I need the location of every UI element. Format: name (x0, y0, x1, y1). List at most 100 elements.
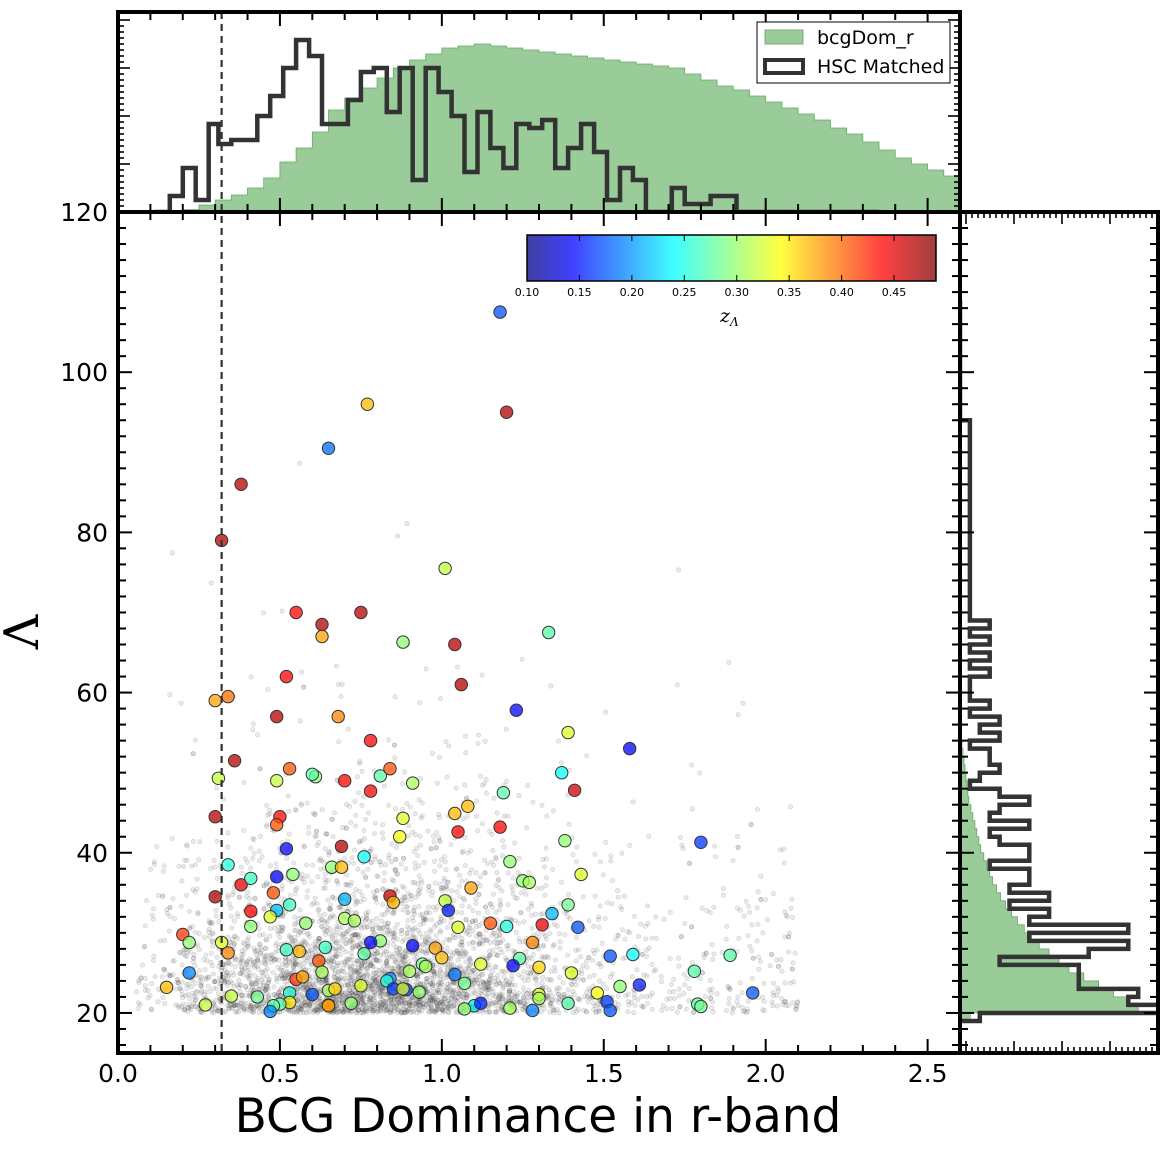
background-point (745, 933, 751, 939)
matched-point (522, 875, 536, 890)
background-point (383, 1002, 389, 1008)
colorbar: 0.10 0.15 0.20 0.25 0.30 0.35 0.40 0.45 zΛ (515, 234, 937, 329)
background-point (449, 995, 455, 1001)
background-point (539, 885, 545, 891)
background-point (344, 959, 350, 965)
background-point (489, 859, 495, 865)
background-point (333, 1007, 339, 1013)
matched-point (344, 996, 358, 1010)
background-point (604, 986, 610, 992)
background-point (285, 956, 291, 962)
background-point (222, 979, 228, 985)
background-point (457, 996, 463, 1002)
background-point (346, 981, 352, 987)
background-point (790, 1000, 796, 1006)
background-point (382, 921, 388, 927)
background-point (457, 991, 463, 997)
background-point (368, 962, 374, 968)
background-point (448, 949, 454, 955)
background-point (754, 905, 760, 911)
background-point (398, 1010, 404, 1016)
background-point (454, 889, 460, 895)
background-point (233, 954, 239, 960)
matched-point (451, 920, 465, 934)
background-point (322, 871, 328, 877)
background-point (338, 944, 344, 950)
background-point (516, 792, 522, 798)
background-point (516, 936, 522, 942)
background-point (463, 750, 469, 756)
background-point (355, 866, 361, 872)
background-point (490, 947, 496, 953)
colorbar-tick-label: 0.10 (515, 286, 540, 299)
background-point (419, 880, 425, 886)
background-point (291, 928, 297, 934)
background-point (179, 878, 185, 884)
matched-point (532, 991, 546, 1006)
background-point (760, 1007, 766, 1013)
background-point (493, 882, 499, 888)
background-point (451, 897, 457, 903)
background-point (674, 682, 680, 688)
background-point (455, 957, 461, 963)
background-point (378, 1004, 384, 1010)
background-point (608, 858, 614, 864)
background-point (260, 969, 266, 975)
background-point (312, 895, 318, 901)
background-point (341, 1008, 347, 1014)
background-point (161, 966, 167, 972)
background-point (437, 983, 443, 989)
background-point (524, 999, 530, 1005)
background-point (380, 886, 386, 892)
background-point (248, 865, 254, 871)
background-point (367, 988, 373, 994)
background-point (337, 904, 343, 910)
background-point (225, 892, 231, 898)
background-point (525, 970, 531, 976)
background-point (250, 855, 256, 861)
background-point (664, 1006, 670, 1012)
background-point (378, 1007, 384, 1013)
background-point (241, 779, 247, 785)
background-point (525, 782, 531, 788)
background-point (373, 980, 379, 986)
background-point (547, 931, 553, 937)
background-point (362, 874, 368, 880)
background-point (755, 889, 761, 895)
background-point (209, 938, 215, 944)
background-point (361, 827, 367, 833)
background-point (399, 955, 405, 961)
background-point (567, 916, 573, 922)
background-point (135, 1000, 141, 1006)
background-point (426, 904, 432, 910)
background-point (787, 804, 793, 810)
background-point (360, 973, 366, 979)
background-point (304, 873, 310, 879)
background-point (391, 742, 397, 748)
colorbar-tick-label: 0.15 (567, 286, 592, 299)
background-point (402, 769, 408, 775)
background-point (331, 810, 337, 816)
background-point (333, 953, 339, 959)
background-point (305, 888, 311, 894)
background-point (490, 891, 496, 897)
background-point (393, 1001, 399, 1007)
background-point (387, 1002, 393, 1008)
background-point (286, 958, 292, 964)
background-point (351, 847, 357, 853)
background-point (299, 1002, 305, 1008)
background-point (462, 782, 468, 788)
background-point (560, 980, 566, 986)
background-point (377, 984, 383, 990)
background-point (497, 933, 503, 939)
background-point (309, 947, 315, 953)
background-point (395, 950, 401, 956)
background-point (192, 997, 198, 1003)
background-point (263, 990, 269, 996)
background-point (304, 800, 310, 806)
background-point (342, 976, 348, 982)
background-point (253, 980, 259, 986)
background-point (730, 858, 736, 864)
background-point (306, 824, 312, 830)
background-point (391, 878, 397, 884)
